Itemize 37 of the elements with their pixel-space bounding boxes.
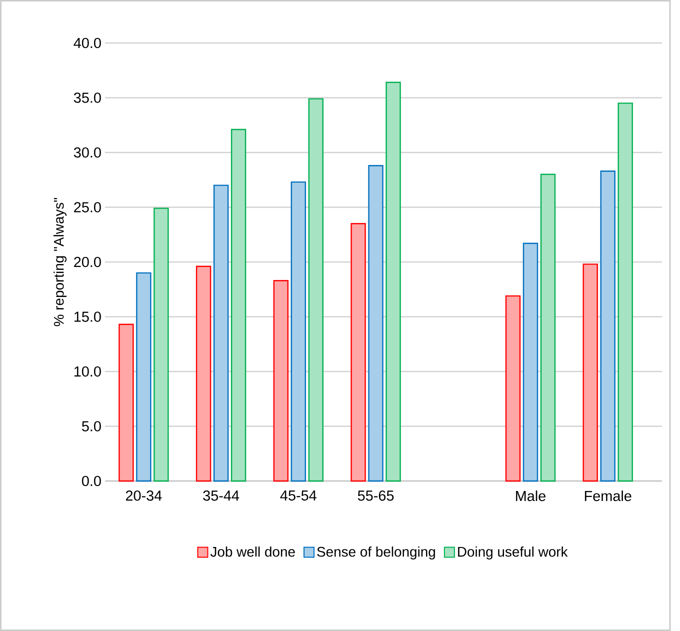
x-tick-label: Female bbox=[584, 490, 632, 502]
y-axis-title: % reporting "Always" bbox=[54, 198, 67, 326]
y-tick-label: 5.0 bbox=[82, 421, 101, 432]
bar bbox=[154, 208, 169, 482]
bar bbox=[582, 264, 598, 482]
bar bbox=[522, 242, 538, 482]
bar bbox=[213, 184, 229, 482]
x-tick-label: Male bbox=[516, 490, 546, 502]
legend-label: Job well done bbox=[210, 546, 295, 557]
bar bbox=[386, 82, 401, 482]
bar bbox=[273, 280, 289, 482]
y-tick-label: 40.0 bbox=[74, 38, 101, 48]
bar bbox=[505, 295, 521, 482]
bar bbox=[618, 102, 633, 482]
bar bbox=[368, 165, 384, 482]
legend-label: Doing useful work bbox=[458, 546, 568, 560]
bar bbox=[290, 181, 306, 482]
y-tick-label: 15.0 bbox=[74, 312, 101, 322]
bar bbox=[540, 174, 556, 482]
bar bbox=[136, 272, 152, 482]
bar bbox=[350, 223, 366, 482]
legend-label: Sense of belonging bbox=[317, 546, 436, 560]
y-tick-label: 10.0 bbox=[74, 366, 101, 377]
bar bbox=[600, 170, 616, 482]
bar bbox=[308, 98, 324, 482]
bar bbox=[118, 324, 134, 482]
y-tick-label: 30.0 bbox=[74, 147, 101, 158]
x-tick-label: 45-54 bbox=[280, 490, 316, 501]
bar bbox=[230, 128, 246, 482]
y-tick-label: 0.0 bbox=[82, 476, 101, 486]
x-tick-label: 55-65 bbox=[358, 490, 394, 501]
x-tick-label: 20-34 bbox=[126, 490, 162, 501]
y-tick-label: 35.0 bbox=[74, 92, 101, 103]
bar bbox=[196, 266, 212, 482]
x-tick-label: 35-44 bbox=[203, 490, 240, 501]
y-tick-label: 20.0 bbox=[74, 256, 101, 268]
y-tick-label: 25.0 bbox=[74, 202, 101, 212]
